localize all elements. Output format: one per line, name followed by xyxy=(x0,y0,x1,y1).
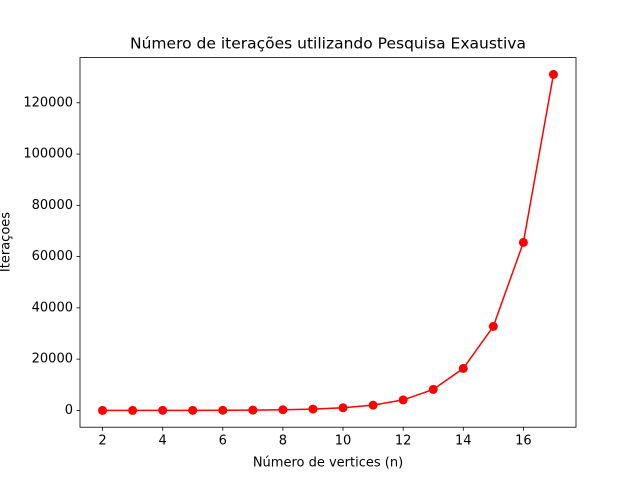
x-tick-label: 4 xyxy=(159,434,167,449)
point xyxy=(518,237,528,247)
point xyxy=(338,403,348,413)
point xyxy=(188,405,198,415)
x-tick-label: 8 xyxy=(279,434,287,449)
point xyxy=(98,405,108,415)
series-line xyxy=(102,74,555,412)
plot-frame xyxy=(79,57,577,428)
x-axis-label: Número de vertices (n) xyxy=(253,456,403,471)
y-axis-label: Iteraçoes xyxy=(0,212,14,272)
point xyxy=(398,395,408,405)
point xyxy=(278,405,288,415)
y-tick-label: 120000 xyxy=(23,95,73,110)
point xyxy=(368,400,378,410)
point xyxy=(428,384,438,394)
y-tick-label: 100000 xyxy=(23,147,73,162)
point xyxy=(488,321,498,331)
y-tick-label: 80000 xyxy=(32,198,73,213)
point xyxy=(218,405,228,415)
x-tick-label: 12 xyxy=(395,434,412,449)
x-tick-label: 16 xyxy=(515,434,532,449)
point xyxy=(458,363,468,373)
x-tick-label: 14 xyxy=(455,434,472,449)
chart-title: Número de iterações utilizando Pesquisa … xyxy=(130,35,526,53)
x-tick-label: 6 xyxy=(219,434,227,449)
y-tick-label: 40000 xyxy=(32,300,73,315)
y-tick-label: 60000 xyxy=(32,249,73,264)
y-tick-label: 0 xyxy=(65,403,73,418)
point xyxy=(128,405,138,415)
point xyxy=(158,405,168,415)
point xyxy=(248,405,258,415)
y-tick-label: 20000 xyxy=(32,352,73,367)
point xyxy=(308,404,318,414)
x-tick-label: 10 xyxy=(335,434,352,449)
x-tick-label: 2 xyxy=(98,434,106,449)
point xyxy=(548,69,558,79)
